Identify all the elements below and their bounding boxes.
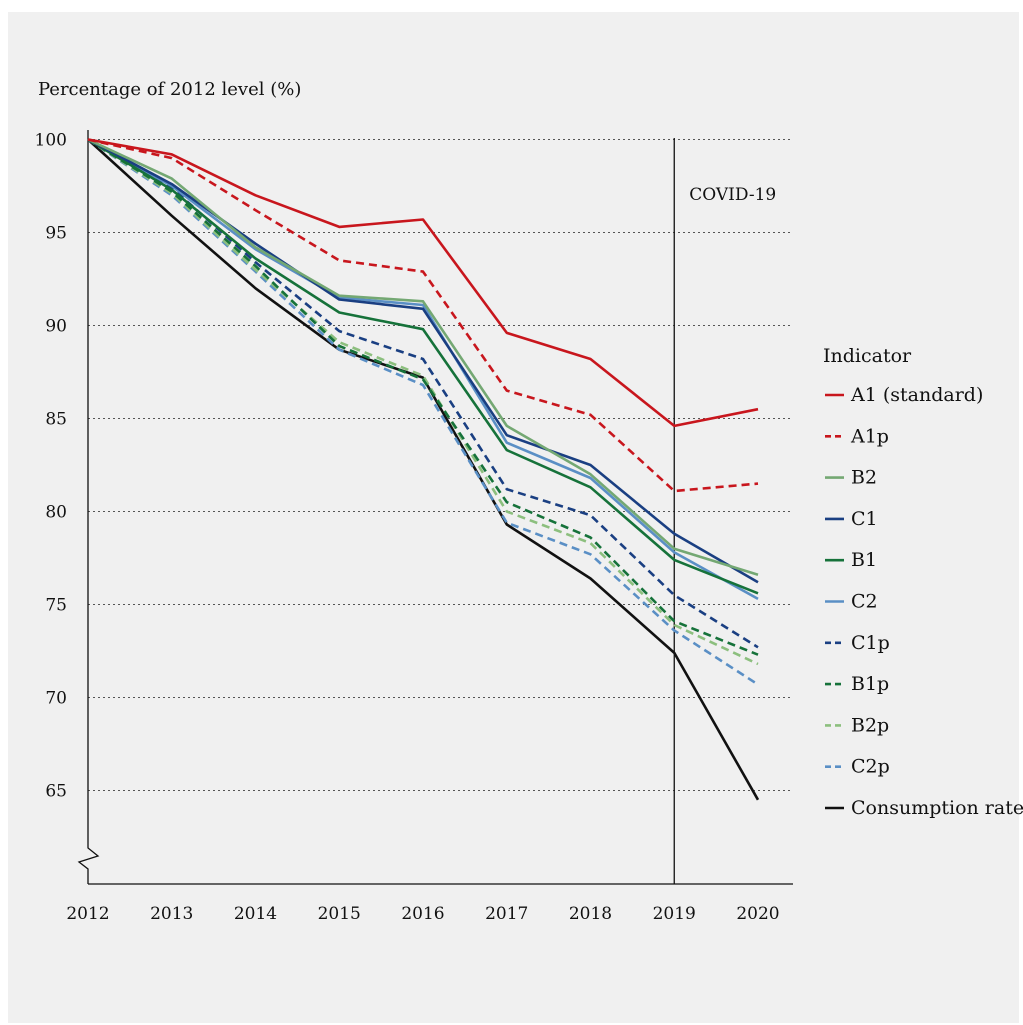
legend-item-label: C1 (851, 508, 878, 530)
series-line-b1p (87, 138, 759, 656)
gridlines (88, 139, 793, 791)
y-tick-label: 100 (35, 131, 67, 151)
figure-panel (8, 12, 1019, 1023)
series-line-c2p (87, 138, 759, 686)
y-tick-label: 85 (45, 410, 67, 430)
axes: 65 70 75 80 85 90 95 100 2012 2013 2014 2015 2016 201… (35, 130, 793, 924)
x-tick-label: 2016 (401, 904, 444, 924)
y-tick-label: 70 (45, 689, 67, 709)
x-tick-label: 2019 (653, 904, 696, 924)
y-axis-line (77, 130, 100, 884)
legend-item-label: B1 (851, 549, 877, 571)
legend-item-label: A1 (standard) (850, 384, 983, 406)
legend-title: Indicator (823, 345, 912, 367)
x-tick-label: 2018 (569, 904, 612, 924)
series-line-b1 (87, 138, 759, 595)
y-axis-title: Percentage of 2012 level (%) (38, 79, 301, 100)
series-line-consumption-rate (87, 138, 760, 801)
series-lines (87, 138, 760, 801)
y-tick-label: 90 (45, 317, 67, 337)
x-tick-label: 2012 (66, 904, 109, 924)
series-line-a1p (87, 138, 759, 493)
x-tick-label: 2013 (150, 904, 193, 924)
x-tick-label: 2014 (234, 904, 277, 924)
y-tick-label: 80 (45, 503, 67, 523)
covid-annotation-label: COVID-19 (689, 185, 776, 205)
legend-item-label: Consumption rate (851, 797, 1023, 819)
legend: A1 (standard) A1p B2 C1 B1 C2 C1p B1p B2p C2p Cons… (825, 384, 1023, 819)
legend-item-label: C2p (851, 756, 890, 778)
y-tick-label: 95 (45, 224, 67, 244)
y-tick-label: 65 (45, 782, 67, 802)
legend-item-label: C2 (851, 591, 878, 613)
x-tick-label: 2017 (485, 904, 528, 924)
legend-item-label: A1p (850, 425, 889, 447)
legend-item-label: C1p (851, 632, 890, 654)
legend-item-label: B2 (851, 467, 877, 489)
x-tick-label: 2020 (736, 904, 779, 924)
series-line-c1p (87, 138, 759, 649)
x-tick-label: 2015 (318, 904, 361, 924)
series-line-b2 (87, 138, 759, 576)
legend-item-label: B1p (851, 673, 889, 695)
series-line-c2 (87, 138, 759, 601)
series-line-b2p (87, 138, 759, 666)
series-line-a1-standard- (87, 138, 759, 428)
legend-item-label: B2p (851, 714, 889, 736)
series-line-c1 (87, 138, 759, 584)
y-tick-label: 75 (45, 596, 67, 616)
